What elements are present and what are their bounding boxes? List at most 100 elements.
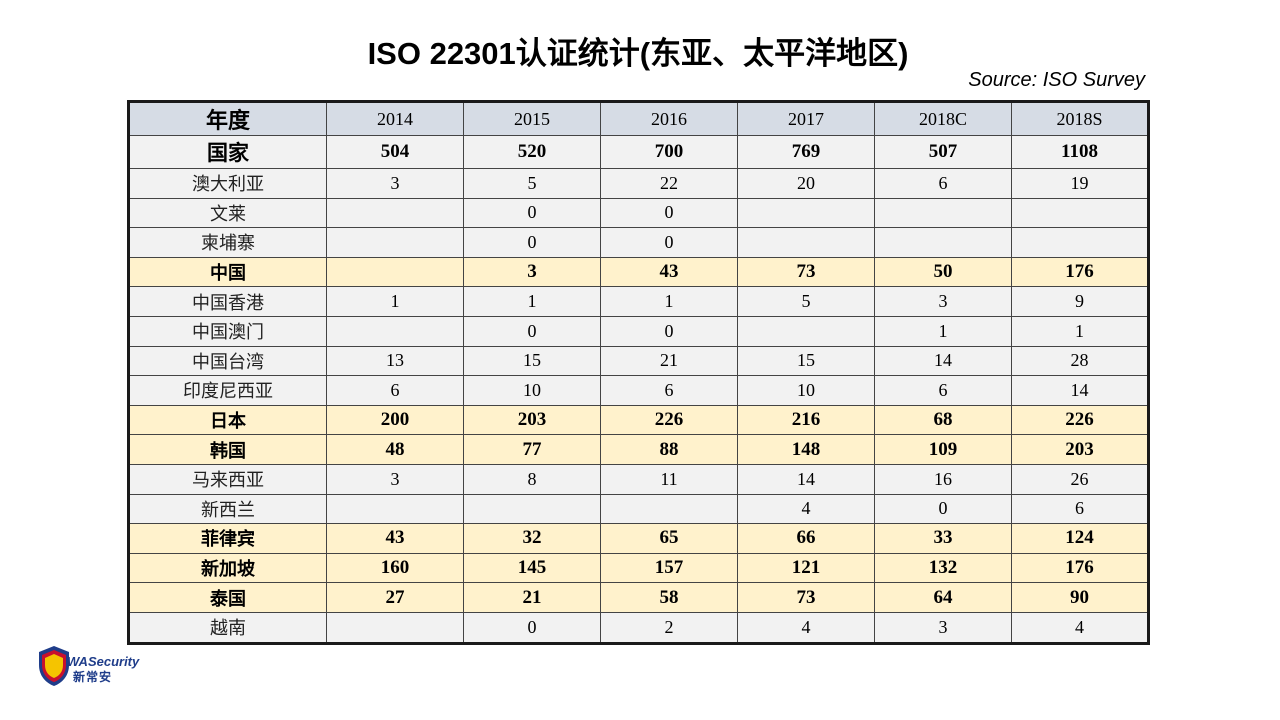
cell-value <box>874 197 1012 229</box>
cell-value: 0 <box>463 197 601 229</box>
shield-icon <box>39 646 69 686</box>
cell-value: 1 <box>874 315 1012 347</box>
country-label: 中国台湾 <box>128 345 327 377</box>
cell-value: 3 <box>874 611 1012 644</box>
cell-value: 6 <box>326 375 464 406</box>
table-header-row: 年度 2014 2015 2016 2017 2018C 2018S <box>128 101 1149 136</box>
source-note: Source: ISO Survey <box>968 69 1145 91</box>
cell-value: 88 <box>600 434 738 465</box>
cell-value: 28 <box>1011 345 1149 377</box>
cell-value: 145 <box>463 552 601 584</box>
cell-value: 22 <box>600 168 738 199</box>
cell-value: 6 <box>600 375 738 406</box>
country-label: 马来西亚 <box>128 463 327 495</box>
table-row: 菲律宾 43 32 65 66 33 124 <box>128 523 1149 554</box>
cell-value <box>737 315 875 347</box>
table-row: 中国香港 1 1 1 5 3 9 <box>128 286 1149 317</box>
table-row: 柬埔寨 0 0 <box>128 227 1149 258</box>
cell-value: 5 <box>463 168 601 199</box>
cell-value: 43 <box>326 523 464 554</box>
cell-value <box>326 315 464 347</box>
cell-value <box>1011 197 1149 229</box>
total-row: 国家 504 520 700 769 507 1108 <box>128 135 1149 169</box>
cell-value: 226 <box>600 404 738 436</box>
cell-value: 19 <box>1011 168 1149 199</box>
cell-value: 21 <box>600 345 738 377</box>
cell-value: 203 <box>1011 434 1149 465</box>
logo-brand-en: WASecurity <box>67 654 140 669</box>
cell-value: 50 <box>874 256 1012 288</box>
cell-value: 176 <box>1011 552 1149 584</box>
country-label: 澳大利亚 <box>128 168 327 199</box>
cell-value: 148 <box>737 434 875 465</box>
table-row: 泰国 27 21 58 73 64 90 <box>128 582 1149 613</box>
country-label: 文莱 <box>128 197 327 229</box>
cell-value: 226 <box>1011 404 1149 436</box>
total-value: 700 <box>600 135 738 169</box>
cell-value: 21 <box>463 582 601 613</box>
cell-value: 2 <box>600 611 738 644</box>
table-row: 中国澳门 0 0 1 1 <box>128 315 1149 347</box>
cell-value: 77 <box>463 434 601 465</box>
cell-value: 4 <box>737 611 875 644</box>
page-title: ISO 22301认证统计(东亚、太平洋地区) <box>367 36 909 71</box>
cell-value: 0 <box>600 197 738 229</box>
cell-value: 65 <box>600 523 738 554</box>
table-row: 马来西亚 3 8 11 14 16 26 <box>128 463 1149 495</box>
table-row: 韩国 48 77 88 148 109 203 <box>128 434 1149 465</box>
country-label: 泰国 <box>128 582 327 613</box>
cell-value: 4 <box>737 493 875 525</box>
country-label: 印度尼西亚 <box>128 375 327 406</box>
cell-value: 4 <box>1011 611 1149 644</box>
wasecurity-logo: WASecurity 新常安 <box>37 643 139 687</box>
cell-value: 15 <box>737 345 875 377</box>
cell-value: 3 <box>326 463 464 495</box>
cell-value <box>737 197 875 229</box>
header-year: 2014 <box>326 101 464 136</box>
cell-value: 27 <box>326 582 464 613</box>
cell-value: 1 <box>600 286 738 317</box>
cell-value: 0 <box>600 227 738 258</box>
cell-value: 68 <box>874 404 1012 436</box>
cell-value <box>874 227 1012 258</box>
country-label: 新西兰 <box>128 493 327 525</box>
table-row: 新西兰 4 0 6 <box>128 493 1149 525</box>
table-row: 文莱 0 0 <box>128 197 1149 229</box>
cell-value <box>463 493 601 525</box>
cell-value: 1 <box>1011 315 1149 347</box>
cell-value: 1 <box>463 286 601 317</box>
cell-value: 90 <box>1011 582 1149 613</box>
cell-value: 0 <box>463 227 601 258</box>
cell-value: 6 <box>1011 493 1149 525</box>
iso-stats-table: 年度 2014 2015 2016 2017 2018C 2018S 国家 50… <box>127 100 1150 645</box>
cell-value: 15 <box>463 345 601 377</box>
header-year: 2017 <box>737 101 875 136</box>
table-row: 澳大利亚 3 5 22 20 6 19 <box>128 168 1149 199</box>
cell-value: 3 <box>463 256 601 288</box>
cell-value: 8 <box>463 463 601 495</box>
total-value: 504 <box>326 135 464 169</box>
cell-value: 16 <box>874 463 1012 495</box>
cell-value: 9 <box>1011 286 1149 317</box>
cell-value: 0 <box>600 315 738 347</box>
cell-value: 32 <box>463 523 601 554</box>
table-row: 日本 200 203 226 216 68 226 <box>128 404 1149 436</box>
cell-value: 216 <box>737 404 875 436</box>
total-row-label: 国家 <box>128 135 327 169</box>
header-year: 2016 <box>600 101 738 136</box>
total-value: 507 <box>874 135 1012 169</box>
cell-value: 0 <box>463 611 601 644</box>
cell-value: 109 <box>874 434 1012 465</box>
cell-value <box>326 256 464 288</box>
cell-value: 121 <box>737 552 875 584</box>
country-label: 中国香港 <box>128 286 327 317</box>
cell-value: 200 <box>326 404 464 436</box>
header-year: 2018S <box>1011 101 1149 136</box>
cell-value: 160 <box>326 552 464 584</box>
cell-value: 73 <box>737 256 875 288</box>
cell-value: 14 <box>1011 375 1149 406</box>
cell-value <box>1011 227 1149 258</box>
cell-value: 176 <box>1011 256 1149 288</box>
cell-value: 64 <box>874 582 1012 613</box>
